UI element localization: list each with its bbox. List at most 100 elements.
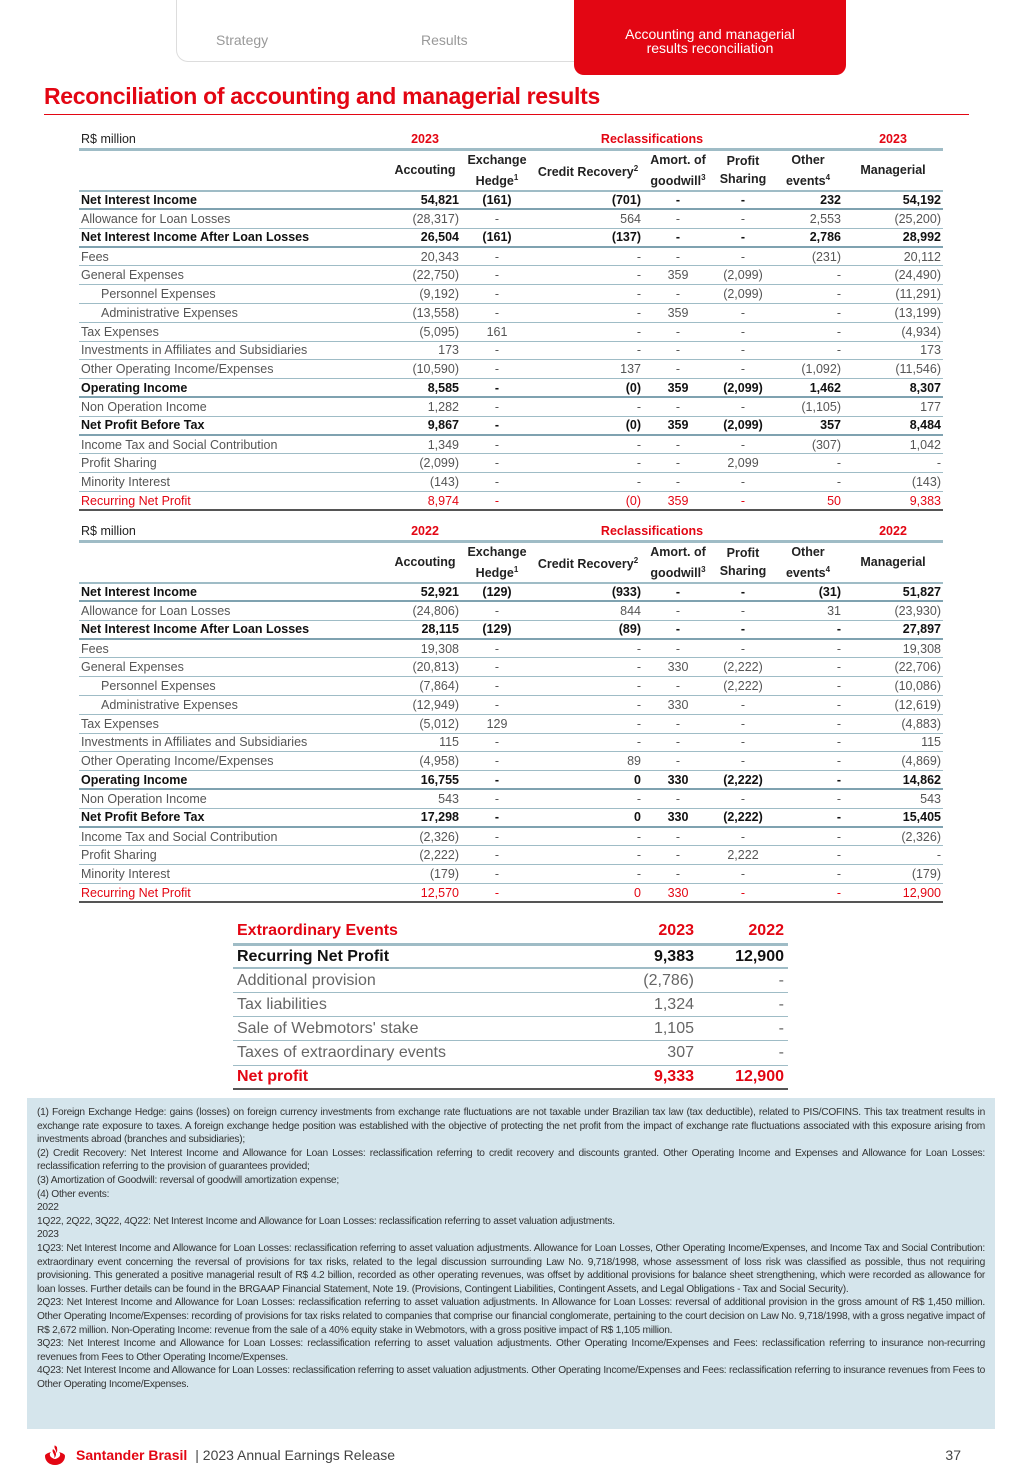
label-header xyxy=(79,541,389,584)
cell-value: - xyxy=(713,491,773,512)
cell-value: 1,282 xyxy=(389,397,461,417)
cell-value: 2,553 xyxy=(773,209,843,229)
cell-value: 20,112 xyxy=(843,247,943,267)
page-title: Reconciliation of accounting and manager… xyxy=(44,83,600,109)
cell-value: (22,750) xyxy=(389,265,461,286)
row-label: Additional provision xyxy=(233,968,578,994)
footnote: 2023 xyxy=(37,1229,59,1241)
cell-value: - xyxy=(713,359,773,380)
cell-value: (1,105) xyxy=(773,397,843,417)
cell-value: - xyxy=(533,472,643,492)
table-row: Other Operating Income/Expenses (4,958) -8… xyxy=(79,751,943,772)
cell-value: - xyxy=(643,341,713,361)
footnote: (4) Other events: xyxy=(37,1188,110,1200)
cell-value: - xyxy=(713,582,773,603)
page-number: 37 xyxy=(945,1447,961,1463)
cell-value: - xyxy=(773,808,843,829)
cell-value: 137 xyxy=(533,359,643,380)
column-header-hedge: Exchange Hedge1 xyxy=(461,541,533,584)
cell-value: 115 xyxy=(389,733,461,753)
table-row: Net Interest Income 52,921 (129) (933) - - (31… xyxy=(79,582,943,603)
cell-value: (23,930) xyxy=(843,601,943,621)
row-label: Administrative Expenses xyxy=(79,303,389,323)
table-row: Personnel Expenses (9,192) - - - (2,099) - (11,… xyxy=(79,284,943,304)
table-row: Investments in Affiliates and Subsidiari… xyxy=(79,733,943,753)
cell-value: - xyxy=(643,397,713,417)
tab-reconciliation[interactable]: Accounting and managerial results reconc… xyxy=(574,0,846,75)
column-header-accounting: Accouting xyxy=(389,149,461,192)
cell-value: - xyxy=(773,751,843,772)
cell-value: (2,222) xyxy=(713,808,773,829)
tab-strategy[interactable]: Strategy xyxy=(216,32,269,48)
table-row: Net Interest Income 54,821 (161) (701) - -232… xyxy=(79,190,943,211)
column-header-credit: Credit Recovery2 xyxy=(533,541,643,584)
cell-value: - xyxy=(773,883,843,904)
cell-value: (2,099) xyxy=(713,265,773,286)
cell-value: 1,105 xyxy=(578,1016,698,1042)
footer: Santander Brasil | 2023 Annual Earnings … xyxy=(42,1443,395,1467)
cell-value: - xyxy=(773,676,843,696)
cell-value: 12,570 xyxy=(389,883,461,904)
cell-value: 12,900 xyxy=(698,944,788,970)
table-row: Investments in Affiliates and Subsidiari… xyxy=(79,341,943,361)
cell-value: - xyxy=(461,864,533,884)
table-row: Minority Interest (179) - - - - - (179) xyxy=(79,864,943,884)
cell-value: (4,934) xyxy=(843,322,943,342)
cell-value: - xyxy=(773,453,843,474)
cell-value: - xyxy=(533,397,643,417)
table-row: Additional provision (2,786) - xyxy=(233,968,788,994)
cell-value: - xyxy=(643,864,713,884)
table-row: General Expenses (22,750) - -359 (2,099) - (24… xyxy=(79,265,943,286)
row-label: Net Interest Income xyxy=(79,582,389,603)
cell-value: 0 xyxy=(533,883,643,904)
cell-value: (307) xyxy=(773,435,843,455)
cell-value: 543 xyxy=(843,789,943,809)
table-row: Profit Sharing (2,099) - - -2,099- - xyxy=(79,453,943,474)
reconciliation-table-2022: R$ million 2022 Reclassifications 2022 Accou… xyxy=(79,523,943,904)
row-label: Sale of Webmotors' stake xyxy=(233,1016,578,1042)
cell-value: - xyxy=(643,435,713,455)
cell-value: 2,099 xyxy=(713,453,773,474)
table-row: Tax Expenses (5,012) 129- - - - (4,883) xyxy=(79,714,943,734)
cell-value: 359 xyxy=(643,416,713,437)
cell-value: 8,974 xyxy=(389,491,461,512)
table-row: Taxes of extraordinary events 307- xyxy=(233,1040,788,1066)
tab-results[interactable]: Results xyxy=(421,32,468,48)
year-label: 2023 xyxy=(843,131,943,151)
row-label: Fees xyxy=(79,247,389,267)
santander-flame-icon xyxy=(45,1445,65,1465)
row-label: Fees xyxy=(79,639,389,659)
cell-value: (129) xyxy=(461,582,533,603)
cell-value: 9,333 xyxy=(578,1065,698,1091)
cell-value: - xyxy=(461,827,533,847)
cell-value: 31 xyxy=(773,601,843,621)
cell-value: (137) xyxy=(533,228,643,249)
cell-value: (143) xyxy=(389,472,461,492)
cell-value: - xyxy=(533,247,643,267)
row-label: Net Interest Income After Loan Losses xyxy=(79,620,389,641)
cell-value: 1,042 xyxy=(843,435,943,455)
unit-label: R$ million xyxy=(79,523,389,543)
cell-value: 173 xyxy=(843,341,943,361)
cell-value: (13,199) xyxy=(843,303,943,323)
footnote-ref: 3 xyxy=(701,564,706,574)
title-rule xyxy=(44,114,969,115)
cell-value: 359 xyxy=(643,265,713,286)
cell-value: (2,326) xyxy=(389,827,461,847)
cell-value: - xyxy=(461,303,533,323)
column-header-profit: Profit Sharing xyxy=(713,149,773,192)
footnote: (1) Foreign Exchange Hedge: gains (losse… xyxy=(37,1107,985,1146)
tab-label: Accounting and managerial results reconc… xyxy=(625,26,795,56)
year-label: 2022 xyxy=(843,523,943,543)
cell-value: - xyxy=(533,322,643,342)
row-label: Tax Expenses xyxy=(79,714,389,734)
column-header-hedge: Exchange Hedge1 xyxy=(461,149,533,192)
cell-value: - xyxy=(461,341,533,361)
row-label: Net Interest Income After Loan Losses xyxy=(79,228,389,249)
cell-value: 26,504 xyxy=(389,228,461,249)
row-label: Allowance for Loan Losses xyxy=(79,601,389,621)
cell-value: - xyxy=(773,733,843,753)
cell-value: - xyxy=(713,435,773,455)
row-label: Tax liabilities xyxy=(233,992,578,1018)
cell-value: - xyxy=(713,303,773,323)
